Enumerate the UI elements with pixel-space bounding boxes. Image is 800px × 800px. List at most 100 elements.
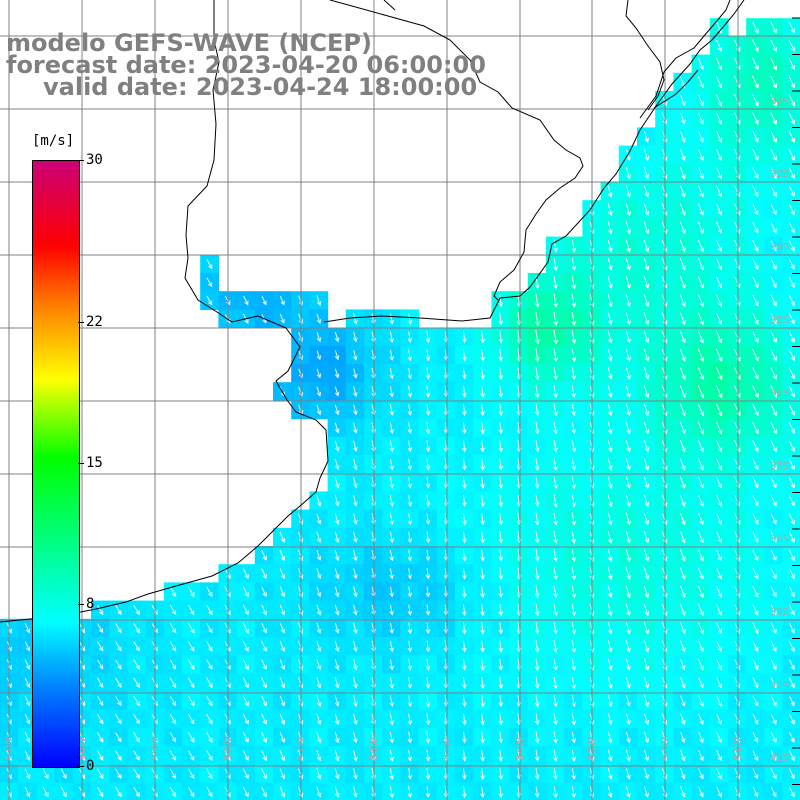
wind-arrow bbox=[734, 294, 741, 307]
wind-arrow bbox=[770, 440, 777, 453]
wind-arrow bbox=[697, 330, 705, 344]
wind-arrow bbox=[206, 713, 213, 725]
wind-arrow bbox=[716, 494, 723, 507]
wind-arrow bbox=[425, 713, 431, 726]
wind-arrow bbox=[353, 331, 358, 343]
wind-speed-cell bbox=[782, 746, 800, 765]
wind-arrow bbox=[389, 404, 394, 416]
title-valid-date: valid date: 2023-04-24 18:00:00 bbox=[43, 73, 478, 101]
wind-arrow bbox=[206, 731, 213, 743]
wind-arrow bbox=[788, 786, 795, 798]
wind-arrow bbox=[334, 640, 340, 653]
wind-arrow bbox=[643, 257, 650, 271]
wind-arrow bbox=[462, 567, 467, 580]
wind-arrow bbox=[334, 531, 340, 544]
wind-arrow bbox=[734, 732, 741, 743]
wind-arrow bbox=[661, 294, 668, 307]
wind-arrow bbox=[697, 403, 705, 417]
wind-arrow bbox=[534, 694, 540, 708]
wind-arrow bbox=[498, 640, 504, 653]
wind-arrow bbox=[697, 294, 704, 307]
wind-arrow bbox=[752, 94, 759, 107]
wind-arrow bbox=[716, 713, 722, 725]
wind-arrow bbox=[607, 567, 613, 581]
wind-arrow bbox=[206, 659, 213, 670]
wind-arrow bbox=[571, 494, 577, 508]
wind-arrow bbox=[206, 786, 213, 798]
wind-arrow bbox=[607, 203, 613, 217]
wind-arrow bbox=[498, 567, 504, 580]
wind-arrow bbox=[553, 549, 558, 562]
wind-arrow bbox=[770, 604, 777, 616]
wind-speed-cell bbox=[782, 673, 800, 693]
wind-arrow bbox=[788, 567, 795, 580]
wind-arrow bbox=[480, 349, 485, 362]
wind-arrow bbox=[715, 94, 723, 107]
wind-arrow bbox=[553, 366, 558, 381]
wind-arrow bbox=[334, 331, 340, 343]
wind-arrow bbox=[187, 586, 195, 598]
wind-arrow bbox=[243, 295, 249, 306]
longitude-labels: 61W 60W 59W 58W 57W 56W 55W 54W 53W 52W 51W bbox=[4, 737, 744, 760]
wind-arrow bbox=[480, 385, 485, 398]
wind-arrow bbox=[661, 731, 668, 744]
wind-arrow bbox=[697, 440, 704, 453]
wind-arrow bbox=[788, 549, 795, 562]
wind-arrow bbox=[261, 622, 267, 634]
wind-arrow bbox=[334, 731, 340, 744]
wind-arrow bbox=[643, 585, 650, 599]
wind-arrow bbox=[242, 677, 249, 689]
wind-arrow bbox=[334, 749, 340, 762]
wind-arrow bbox=[752, 531, 759, 543]
wind-arrow bbox=[407, 312, 413, 325]
wind-arrow bbox=[679, 130, 686, 143]
wind-arrow bbox=[788, 203, 795, 216]
wind-arrow bbox=[462, 585, 467, 598]
wind-arrow bbox=[643, 385, 650, 399]
wind-arrow bbox=[480, 440, 485, 453]
wind-speed-cell bbox=[782, 691, 800, 711]
wind-arrow bbox=[279, 549, 286, 562]
wind-arrow bbox=[698, 531, 704, 544]
wind-arrow bbox=[607, 622, 613, 635]
wind-arrow bbox=[607, 312, 613, 326]
wind-arrow bbox=[734, 677, 741, 689]
wind-arrow bbox=[607, 476, 613, 489]
wind-arrow bbox=[625, 567, 631, 581]
coastline-north-path bbox=[323, 0, 745, 323]
wind-arrow bbox=[770, 385, 777, 398]
wind-arrow bbox=[697, 366, 705, 381]
wind-arrow bbox=[24, 731, 31, 743]
wind-arrow bbox=[571, 311, 577, 326]
wind-arrow bbox=[534, 622, 540, 635]
wind-arrow bbox=[571, 585, 577, 599]
wind-arrow bbox=[661, 403, 668, 417]
wind-arrow bbox=[698, 513, 704, 525]
wind-arrow bbox=[353, 458, 358, 471]
wind-arrow bbox=[716, 258, 723, 271]
wind-arrow bbox=[770, 713, 777, 725]
wind-arrow bbox=[553, 348, 558, 363]
wind-arrow bbox=[679, 531, 686, 544]
colorbar-tick-mark bbox=[78, 463, 84, 464]
wind-arrow bbox=[679, 221, 686, 235]
lon-label: 54W bbox=[515, 737, 526, 760]
lon-label: 61W bbox=[4, 737, 15, 760]
wind-arrow bbox=[353, 713, 358, 726]
wind-arrow bbox=[498, 476, 504, 490]
wind-arrow bbox=[462, 512, 467, 526]
wind-arrow bbox=[625, 585, 631, 599]
wind-speed-cell bbox=[782, 600, 800, 620]
wind-arrow bbox=[752, 768, 759, 780]
wind-arrow bbox=[679, 348, 686, 362]
wind-speed-cell bbox=[782, 36, 800, 56]
wind-arrow bbox=[716, 130, 723, 143]
wind-arrow bbox=[297, 586, 304, 598]
wind-arrow bbox=[770, 659, 777, 671]
colorbar-tick-label: 22 bbox=[86, 313, 103, 330]
wind-arrow bbox=[607, 695, 613, 708]
wind-arrow bbox=[389, 622, 394, 634]
wind-arrow bbox=[279, 750, 286, 762]
wind-speed-cell bbox=[182, 782, 201, 800]
wind-arrow bbox=[571, 768, 576, 780]
